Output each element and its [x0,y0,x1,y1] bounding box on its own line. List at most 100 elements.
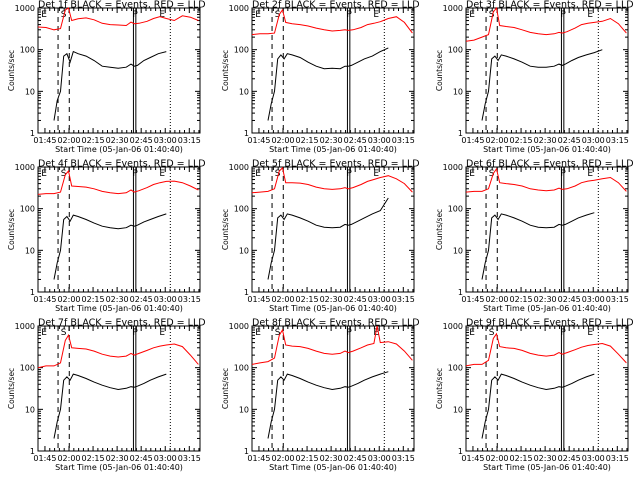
y-tick-label: 1 [458,288,463,297]
edge-marker-label: E [255,328,261,338]
y-tick-label: 1 [30,129,35,138]
x-tick-label: 02:15 [510,454,533,463]
edge-marker-label: E [255,10,261,20]
panel-det-9: Det 9f BLACK = Events, RED = LLD 1 10 100 10… [435,318,634,473]
x-tick-label: 02:30 [534,295,557,304]
y-axis-label: Counts/sec [7,209,16,250]
x-tick-label: 02:45 [130,136,153,145]
panel-det-2: Det 2f BLACK = Events, RED = LLD 1 10 100 10… [221,0,420,154]
y-tick-label: 100 [20,364,35,373]
panel-det-6: Det 6f BLACK = Events, RED = LLD 1 10 100 10… [435,159,634,314]
edge-marker-label: E [41,169,47,179]
x-tick-label: 02:30 [320,136,343,145]
y-axis-label: Counts/sec [7,50,16,91]
y-tick-label: 10 [25,87,35,96]
events-series-line [53,373,167,439]
end-marker-label: E [159,169,165,179]
events-series-line [267,47,389,121]
x-tick-label: 02:15 [510,295,533,304]
peak-marker-label: P [346,169,352,179]
x-tick-label: 01:45 [247,136,270,145]
y-tick-label: 10 [453,246,463,255]
panel-title: Det 9f BLACK = Events, RED = LLD [466,318,634,329]
y-tick-label: 10 [239,405,249,414]
x-tick-label: 02:00 [271,136,294,145]
y-tick-label: 100 [234,364,249,373]
x-tick-label: 02:30 [534,136,557,145]
x-tick-label: 01:45 [247,454,270,463]
end-marker-label: E [587,328,593,338]
y-tick-label: 100 [234,46,249,55]
x-tick-label: 02:00 [271,295,294,304]
y-tick-label: 100 [20,46,35,55]
x-tick-label: 02:30 [106,136,129,145]
events-series-line [267,371,389,439]
peak-marker-label: P [560,10,566,20]
x-tick-label: 02:30 [320,295,343,304]
events-series-line [53,50,167,121]
x-tick-label: 02:45 [558,136,581,145]
x-tick-label: 02:30 [320,454,343,463]
plot-frame [465,166,629,293]
x-tick-label: 03:00 [582,454,605,463]
peak-marker-label: P [132,10,138,20]
edge-marker-label: E [469,169,475,179]
start-marker-label: S [61,328,67,338]
x-tick-label: 02:00 [485,136,508,145]
x-axis-label: Start Time (05-Jan-06 01:40:40) [483,145,611,154]
y-tick-label: 100 [448,205,463,214]
edge-marker-label: E [255,169,261,179]
y-tick-label: 1000 [229,322,249,331]
x-tick-label: 02:15 [510,136,533,145]
y-tick-label: 1 [30,288,35,297]
panel-det-3: Det 3f BLACK = Events, RED = LLD 1 10 100 10… [435,0,634,154]
x-tick-label: 03:15 [392,454,415,463]
y-tick-label: 10 [25,405,35,414]
x-tick-label: 03:00 [368,136,391,145]
events-series-line [53,213,167,280]
start-marker-label: S [275,10,281,20]
y-tick-label: 1 [244,447,249,456]
x-tick-label: 03:00 [582,136,605,145]
panel-title: Det 7f BLACK = Events, RED = LLD [38,318,206,329]
lld-series-line [465,6,627,42]
y-tick-label: 1000 [443,4,463,13]
edge-marker-label: E [41,10,47,20]
x-axis-label: Start Time (05-Jan-06 01:40:40) [269,463,397,472]
x-tick-label: 02:30 [106,295,129,304]
start-marker-label: S [275,169,281,179]
y-tick-label: 100 [448,46,463,55]
y-tick-label: 10 [453,405,463,414]
x-tick-label: 03:15 [178,454,201,463]
panel-title: Det 2f BLACK = Events, RED = LLD [252,0,420,11]
x-tick-label: 03:15 [392,136,415,145]
y-tick-label: 1000 [443,322,463,331]
lld-series-line [37,333,199,369]
x-tick-label: 02:00 [485,454,508,463]
panel-det-7: Det 7f BLACK = Events, RED = LLD 1 10 100 10… [7,318,206,473]
plot-frame [251,325,415,452]
end-marker-label: E [373,169,379,179]
x-tick-label: 01:45 [461,136,484,145]
y-tick-label: 10 [25,246,35,255]
peak-marker-label: P [560,328,566,338]
peak-marker-label: P [560,169,566,179]
panel-title: Det 8f BLACK = Events, RED = LLD [252,318,420,329]
peak-marker-label: P [346,10,352,20]
start-marker-label: S [489,10,495,20]
y-tick-label: 1000 [15,4,35,13]
x-tick-label: 03:00 [154,136,177,145]
x-tick-label: 02:30 [106,454,129,463]
x-axis-label: Start Time (05-Jan-06 01:40:40) [269,304,397,313]
x-tick-label: 02:00 [57,295,80,304]
x-tick-label: 01:45 [247,295,270,304]
x-tick-label: 01:45 [461,295,484,304]
y-axis-label: Counts/sec [7,368,16,409]
y-tick-label: 100 [448,364,463,373]
start-marker-label: S [489,169,495,179]
x-axis-label: Start Time (05-Jan-06 01:40:40) [483,463,611,472]
plot-frame [465,7,629,134]
lld-series-line [37,7,199,31]
